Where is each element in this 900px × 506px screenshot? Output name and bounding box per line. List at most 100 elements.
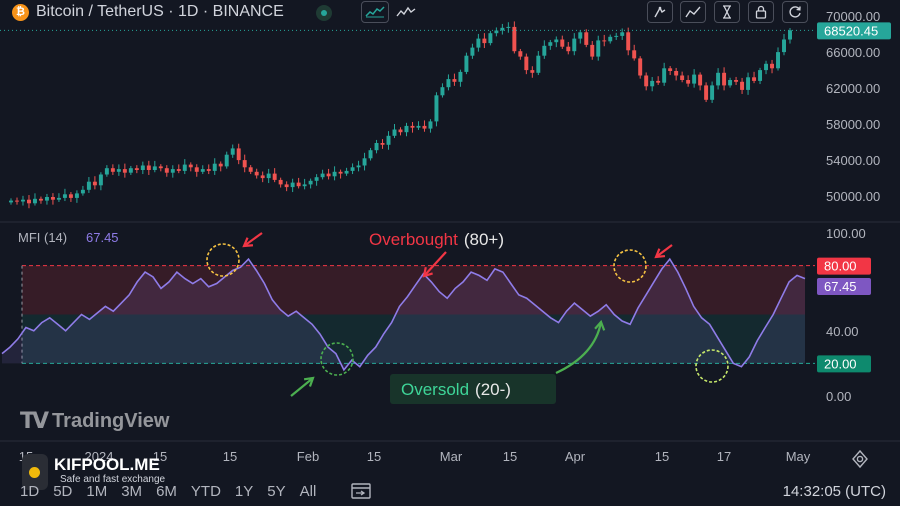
overbought-level-tag <box>817 257 871 275</box>
range-1m[interactable]: 1M <box>86 483 108 500</box>
price-candle <box>338 169 343 179</box>
overbought-peak-highlight <box>206 243 240 277</box>
date-range-icon[interactable] <box>349 480 373 505</box>
candle-body <box>608 36 613 42</box>
mfi-axis-tick: 100.00 <box>826 226 866 241</box>
oversold-arrow-icon <box>290 376 315 397</box>
price-candle <box>512 21 517 54</box>
overbought-peak-highlight <box>613 249 647 283</box>
price-axis-tick: 66000.00 <box>826 45 880 60</box>
candle-body <box>662 68 667 83</box>
price-candle <box>380 139 385 149</box>
price-candle <box>182 159 187 175</box>
bitcoin-icon: ₿ <box>12 4 29 21</box>
trend-line-icon[interactable] <box>680 1 706 23</box>
candle-body <box>332 171 337 177</box>
time-axis-label: May <box>786 449 811 464</box>
utc-clock[interactable]: 14:32:05 (UTC) <box>782 483 886 500</box>
time-axis-label: 15 <box>153 449 167 464</box>
candle-body <box>15 200 19 202</box>
candle-body <box>38 198 43 201</box>
price-candle <box>422 120 427 132</box>
mfi-axis-tick: 0.00 <box>826 389 851 404</box>
symbol-title[interactable]: Bitcoin / TetherUS · 1D · BINANCE <box>36 3 284 20</box>
drawing-tool-icon[interactable] <box>647 1 673 23</box>
price-candle <box>518 48 523 60</box>
candle-body <box>266 173 271 179</box>
candle-body <box>638 58 643 76</box>
overbought-annotation-range: (80+) <box>464 230 504 249</box>
candle-body <box>62 194 67 198</box>
range-5y[interactable]: 5Y <box>267 483 286 500</box>
chart-style-icon[interactable] <box>393 1 419 23</box>
candle-body <box>146 165 151 170</box>
price-candle <box>314 174 319 186</box>
price-candle <box>650 77 655 92</box>
lock-icon[interactable] <box>748 1 774 23</box>
price-candle <box>302 178 307 190</box>
candle-body <box>548 42 553 46</box>
range-5d[interactable]: 5D <box>53 483 73 500</box>
price-candle <box>740 77 745 94</box>
range-3m[interactable]: 3M <box>121 483 143 500</box>
candle-body <box>128 168 133 173</box>
price-candle <box>728 77 733 88</box>
candle-body <box>512 26 517 52</box>
tradingview-mark-icon: 𝗧𝗩 <box>20 408 49 433</box>
price-candle <box>596 35 601 61</box>
candle-body <box>356 165 361 168</box>
price-candle <box>536 51 541 76</box>
mfi-indicator-label[interactable]: MFI (14) <box>18 230 68 245</box>
candle-body <box>506 26 511 28</box>
hourglass-icon[interactable] <box>714 1 740 23</box>
price-candle <box>158 164 163 172</box>
line-chart-icon[interactable] <box>361 1 389 23</box>
time-axis-label: 15 <box>503 449 517 464</box>
price-candle <box>146 160 151 175</box>
price-candle <box>524 53 529 75</box>
range-1d[interactable]: 1D <box>20 483 40 500</box>
price-candle <box>608 34 613 44</box>
arrow-head <box>303 376 315 387</box>
price-candle <box>134 165 139 174</box>
refresh-icon[interactable] <box>782 1 808 23</box>
price-candle <box>86 177 91 193</box>
candle-body <box>410 125 415 128</box>
kifpool-watermark: KIFPOOL.ME Safe and fast exchange <box>22 452 182 492</box>
candle-body <box>362 158 367 166</box>
candle-body <box>614 35 619 37</box>
price-candle <box>26 195 31 209</box>
price-candle <box>602 34 607 47</box>
price-candle <box>506 22 511 33</box>
candle-body <box>758 70 763 81</box>
candle-body <box>344 170 349 174</box>
candle-body <box>110 168 115 172</box>
candle-body <box>500 27 505 31</box>
tradingview-logo: 𝗧𝗩 TradingView <box>20 408 170 434</box>
candle-body <box>788 30 792 40</box>
candle-body <box>602 40 607 42</box>
range-all[interactable]: All <box>299 483 317 500</box>
price-candle <box>734 76 739 85</box>
price-axis-tick: 70000.00 <box>826 9 880 24</box>
candle-body <box>182 164 187 171</box>
candle-body <box>572 38 577 52</box>
candle-body <box>242 160 247 168</box>
candle-body <box>314 177 319 181</box>
candle-body <box>734 80 739 82</box>
range-ytd[interactable]: YTD <box>190 483 221 500</box>
settings-icon[interactable] <box>850 449 870 474</box>
price-candle <box>638 56 643 79</box>
candle-body <box>782 39 786 53</box>
price-candle <box>476 33 481 52</box>
candle-body <box>476 38 481 48</box>
price-candle <box>404 122 409 137</box>
candle-body <box>692 74 697 84</box>
overbought-zone <box>22 265 805 315</box>
price-candle <box>164 165 169 177</box>
range-1y[interactable]: 1Y <box>234 483 254 500</box>
oversold-annotation-box <box>390 374 556 404</box>
range-6m[interactable]: 6M <box>156 483 177 500</box>
